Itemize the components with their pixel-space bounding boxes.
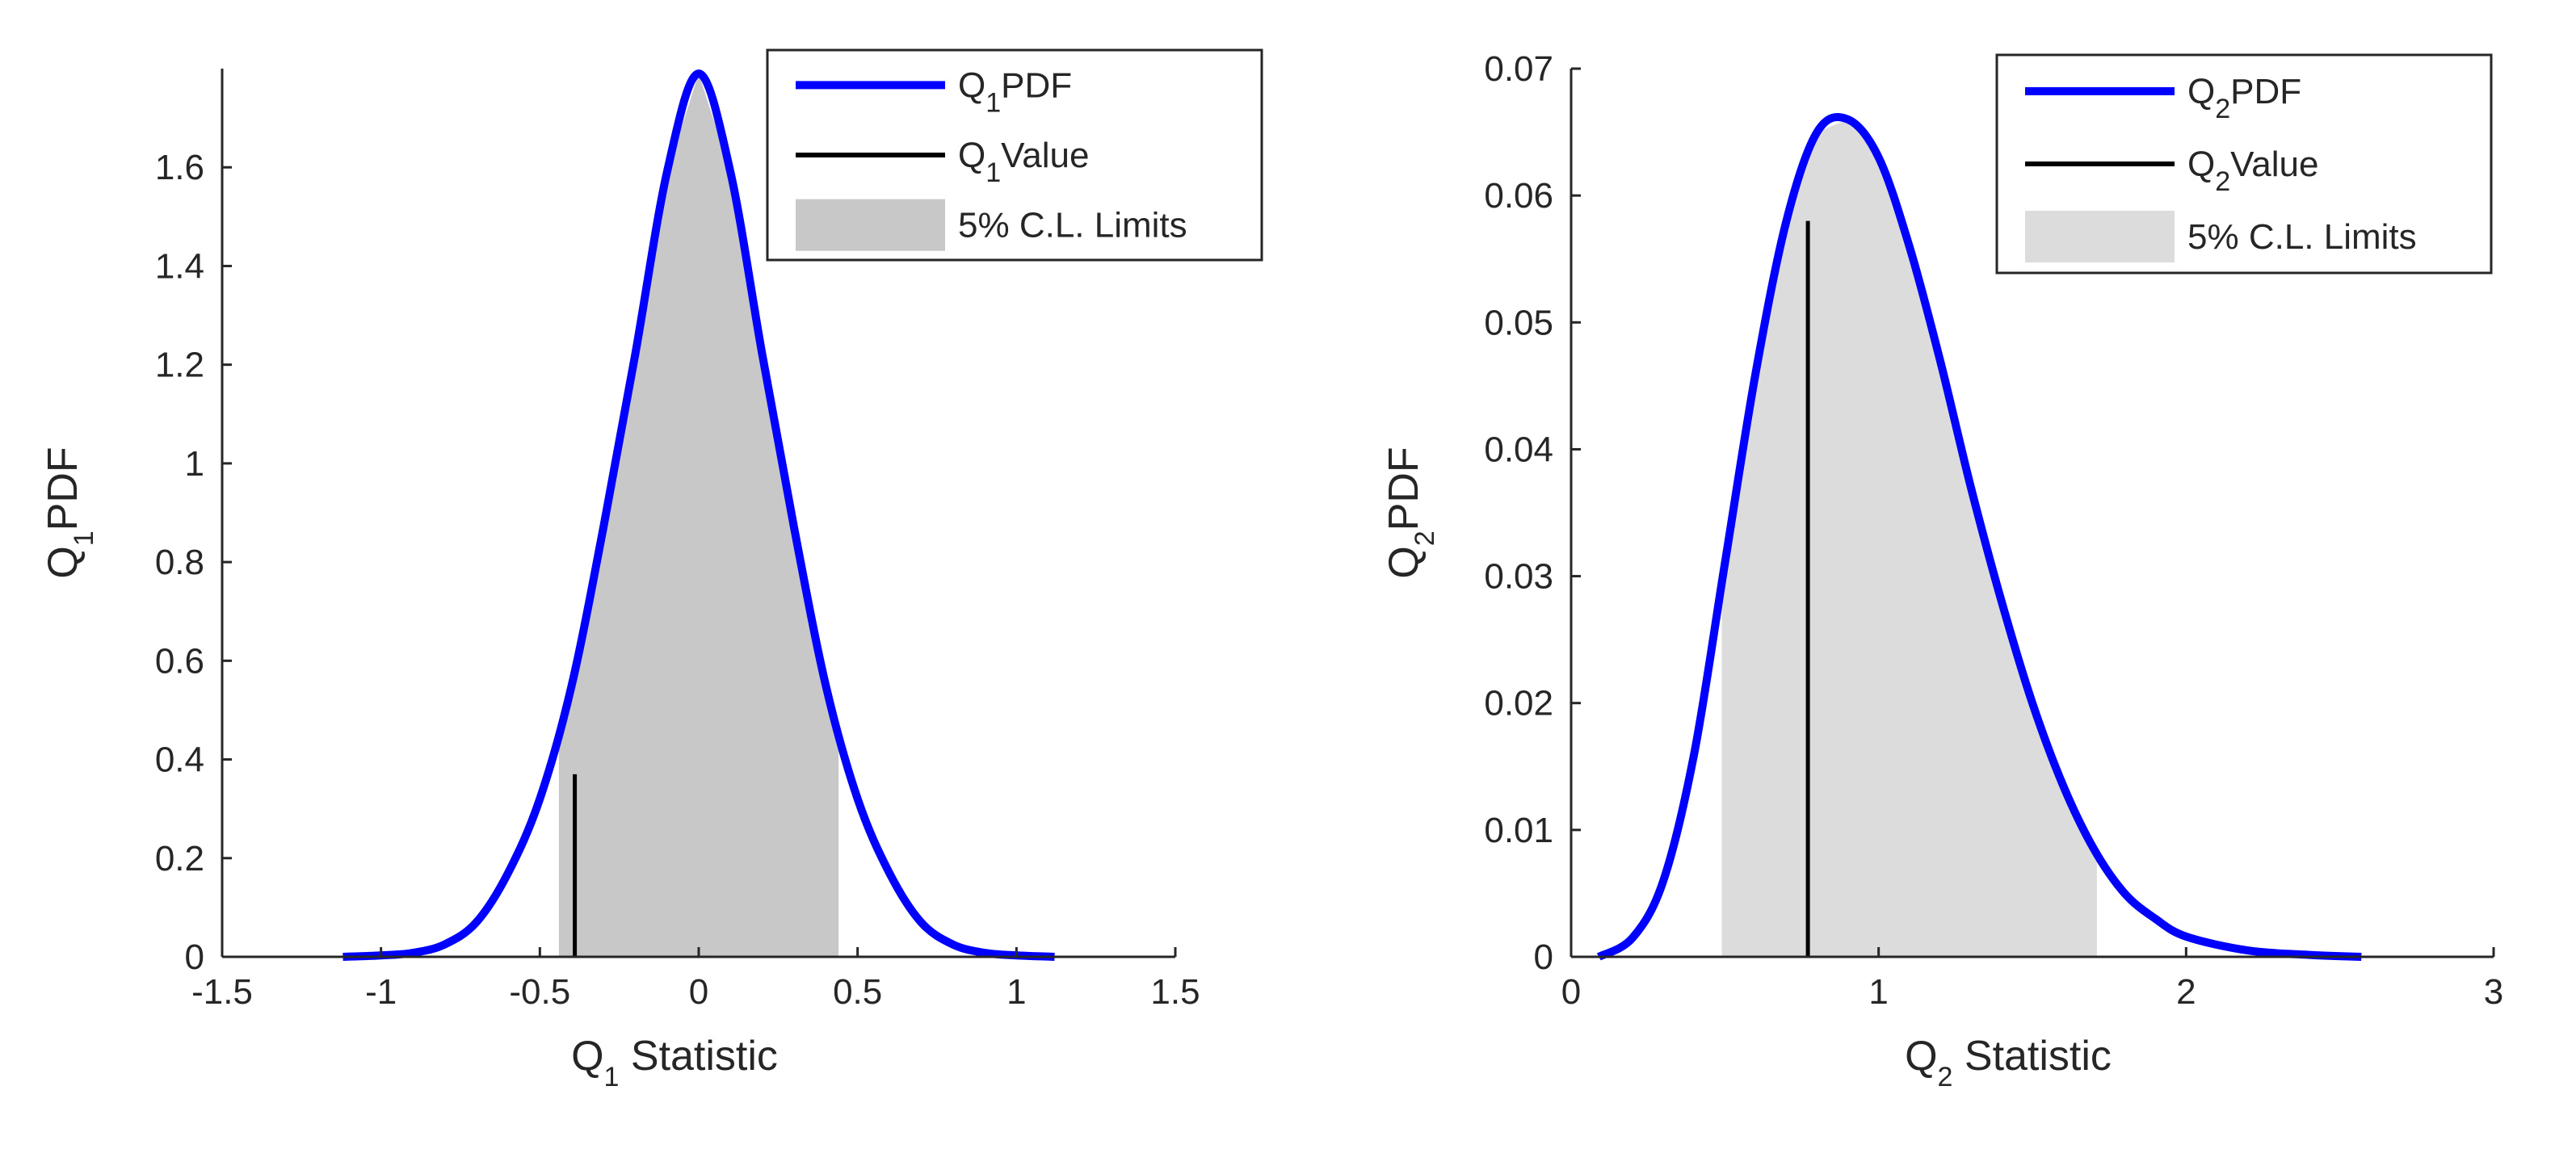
q1-y-tick-label: 0 bbox=[185, 937, 204, 977]
q1-y-tick-label: 1.6 bbox=[155, 148, 204, 187]
q2-y-tick-label: 0.07 bbox=[1484, 49, 1553, 89]
q2-x-tick-label: 2 bbox=[2176, 972, 2196, 1012]
q1-y-tick-label: 0.8 bbox=[155, 543, 204, 582]
q2-y-tick-label: 0.06 bbox=[1484, 176, 1553, 216]
q1-pdf-curve bbox=[342, 69, 1055, 961]
q2-y-tick-label: 0 bbox=[1534, 937, 1553, 977]
q1-y-tick-label: 0.6 bbox=[155, 641, 204, 681]
q1-y-tick-label: 1.2 bbox=[155, 346, 204, 385]
q1-x-tick-label: 1 bbox=[1006, 972, 1026, 1012]
q2-x-axis-label: Q2 Statistic bbox=[1905, 1033, 2112, 1092]
q2-chart-panel: 0 1 2 3 0 0.01 0.02 0.03 0.04 0.05 0.06 0.07 Q2 Stat… bbox=[1380, 49, 2503, 1092]
q2-y-tick-label: 0.01 bbox=[1484, 811, 1553, 850]
q1-x-tick-label: 0.5 bbox=[833, 972, 882, 1012]
q2-y-tick-label: 0.05 bbox=[1484, 303, 1553, 342]
q2-y-tick-label: 0.03 bbox=[1484, 557, 1553, 597]
q1-legend-label: Q1PDF bbox=[958, 65, 1072, 118]
q1-x-tick-label: 1.5 bbox=[1150, 972, 1200, 1012]
q2-y-axis-label: Q2PDF bbox=[1380, 447, 1440, 578]
q2-legend: Q2PDF Q2Value 5% C.L. Limits bbox=[1995, 53, 2493, 275]
q2-x-tick-label: 1 bbox=[1868, 972, 1888, 1012]
q2-y-tick-label: 0.04 bbox=[1484, 430, 1553, 469]
q2-x-tick-label: 3 bbox=[2484, 972, 2503, 1012]
q1-chart-panel: -1.5 -1 -0.5 0 0.5 1 1.5 0 0.2 0.4 0.6 0.8 1 1.2 1.4 1.… bbox=[40, 48, 1263, 1092]
q1-legend: Q1PDF Q1Value 5% C.L. Limits bbox=[766, 48, 1263, 262]
q1-x-tick-label: -1 bbox=[365, 972, 397, 1012]
q1-legend-swatch bbox=[796, 199, 945, 251]
q1-y-axis-label: Q1PDF bbox=[40, 447, 99, 578]
q2-legend-label: 5% C.L. Limits bbox=[2187, 217, 2417, 257]
q2-legend-label: Q2Value bbox=[2187, 145, 2318, 197]
q1-cl-region bbox=[558, 73, 839, 958]
q1-y-tick-label: 0.4 bbox=[155, 740, 204, 780]
q1-y-tick-label: 0.2 bbox=[155, 839, 204, 879]
q2-y-tick-label: 0.02 bbox=[1484, 684, 1553, 723]
q1-legend-label: 5% C.L. Limits bbox=[958, 206, 1187, 245]
q1-x-tick-label: 0 bbox=[689, 972, 708, 1012]
q2-legend-swatch bbox=[2025, 211, 2175, 262]
q1-legend-label: Q1Value bbox=[958, 136, 1089, 188]
q1-y-tick-label: 1.4 bbox=[155, 246, 204, 286]
q2-x-tick-label: 0 bbox=[1561, 972, 1581, 1012]
q2-cl-region bbox=[1721, 119, 2097, 957]
q2-pdf-curve bbox=[1596, 113, 2362, 961]
q1-x-tick-label: -0.5 bbox=[509, 972, 570, 1012]
q1-x-axis-label: Q1 Statistic bbox=[571, 1033, 778, 1092]
q1-x-tick-label: -1.5 bbox=[191, 972, 253, 1012]
q1-y-tick-label: 1 bbox=[185, 444, 204, 484]
q2-legend-label: Q2PDF bbox=[2187, 72, 2301, 124]
